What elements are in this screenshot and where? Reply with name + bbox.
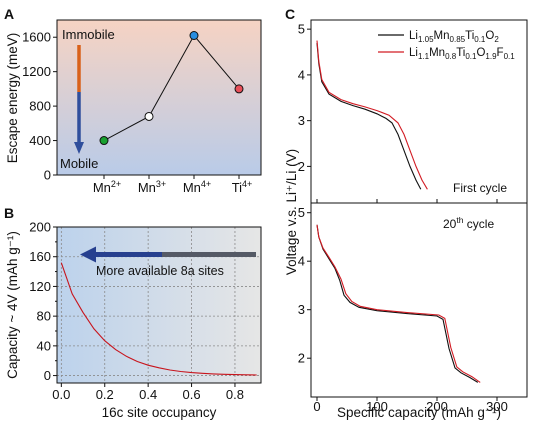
panel-b-x-tick-label: 0.4 [139, 387, 157, 402]
more-8a-sites-annotation: More available 8a sites [96, 264, 224, 278]
twentieth-cycle-curve-1 [316, 224, 479, 383]
panel-a-x-tick-label: Mn3+ [138, 179, 166, 195]
panel-c-x-tick-label: 300 [486, 399, 508, 414]
immobile-annotation: Immobile [62, 27, 115, 42]
panel-a-x-tick-label: Mn4+ [183, 179, 211, 195]
twentieth-cycle-curve-2 [316, 224, 481, 383]
panel-b-x-tick-label: 0.2 [96, 387, 114, 402]
first-cycle-label: First cycle [453, 181, 507, 195]
panel-b-y-tick-label: 80 [37, 309, 51, 324]
mobile-annotation: Mobile [60, 156, 98, 171]
panel-c-y-tick-label: 5 [298, 22, 305, 37]
panel-a-y-axis-title: Escape energy (meV) [5, 33, 20, 164]
panel-c-y-tick-label: 2 [298, 159, 305, 174]
legend-label: Li1.1Mn0.8Ti0.1O1.9F0.1 [409, 47, 515, 61]
legend-label: Li1.05Mn0.85Ti0.1O2 [409, 30, 499, 44]
panel-b-y-tick-label: 0 [44, 368, 51, 383]
first-cycle-curve-1 [316, 42, 422, 190]
panel-label-b: B [4, 205, 14, 221]
panel-a-x-tick-label: Mn2+ [93, 179, 121, 195]
panel-a-chart: 0 400 800 1200 1600 Mn2+ Mn3+ Mn4+ Ti4+ Immobile… [5, 19, 262, 195]
panel-a-point [144, 111, 154, 121]
panel-c-x-tick-label: 100 [366, 399, 388, 414]
panel-b-y-tick-label: 200 [29, 220, 51, 235]
panel-a-y-tick-label: 0 [44, 168, 51, 183]
panel-c-y-tick-label: 4 [298, 67, 305, 82]
panel-label-a: A [4, 6, 14, 22]
panel-a-y-tick-label: 1600 [22, 30, 51, 45]
panel-a-point [99, 136, 109, 146]
panel-a-frame [56, 19, 262, 176]
sites-arrow-shaft [92, 252, 256, 257]
panel-a-x-tick-label: Ti4+ [232, 179, 253, 195]
panel-b-chart: 0.0 0.2 0.4 0.6 0.8 0 40 80 120 160 200 More avail… [5, 220, 262, 420]
panel-b-background [57, 227, 261, 383]
panel-b-y-axis-title: Capacity ~ 4V (mAh g⁻¹) [5, 231, 20, 379]
panel-c-x-tick-label: 0 [313, 399, 320, 414]
panel-a-point [234, 84, 244, 94]
panel-b-y-tick-label: 120 [29, 279, 51, 294]
panel-c-x-axis-title: Specific capacity (mAh g⁻¹) [337, 405, 501, 420]
panel-a-point [189, 31, 199, 40]
panel-a-y-tick-label: 400 [29, 133, 51, 148]
twentieth-cycle-label: 20th cycle [443, 215, 494, 231]
panel-b-y-tick-label: 160 [29, 249, 51, 264]
sites-arrow-head [80, 246, 96, 263]
panel-c-y-tick-label: 4 [298, 254, 305, 269]
panel-c-y-axis-title: Voltage v.s. Li⁺/Li (V) [284, 149, 299, 275]
panel-c-y-tick-label: 3 [298, 302, 305, 317]
capacity-curve [60, 262, 257, 376]
panel-a-y-tick-label: 1200 [22, 64, 51, 79]
panel-a-connecting-line [103, 34, 240, 141]
panel-c-chart: 0 100 200 300 2 3 4 5 2 3 4 5 Li1.05Mn0.85Ti0.1O2 Li… [284, 19, 528, 420]
panel-b-frame [56, 226, 262, 384]
panel-c-y-tick-label: 2 [298, 351, 305, 366]
panel-b-x-tick-label: 0.0 [52, 387, 70, 402]
panel-b-x-tick-label: 0.6 [183, 387, 201, 402]
panel-c-y-tick-label: 3 [298, 113, 305, 128]
panel-label-c: C [285, 6, 295, 22]
panel-c-frame [310, 19, 528, 398]
first-cycle-curve-2 [316, 40, 428, 190]
panel-b-x-axis-title: 16c site occupancy [102, 405, 217, 420]
panel-b-x-tick-label: 0.8 [226, 387, 244, 402]
panel-a-y-tick-label: 800 [29, 99, 51, 114]
sites-arrow-shaft-dark [92, 252, 162, 257]
panel-b-y-tick-label: 40 [37, 338, 51, 353]
mobility-arrow-head [74, 142, 84, 154]
panel-c-y-tick-label: 5 [298, 205, 305, 220]
panel-c-x-tick-label: 200 [426, 399, 448, 414]
